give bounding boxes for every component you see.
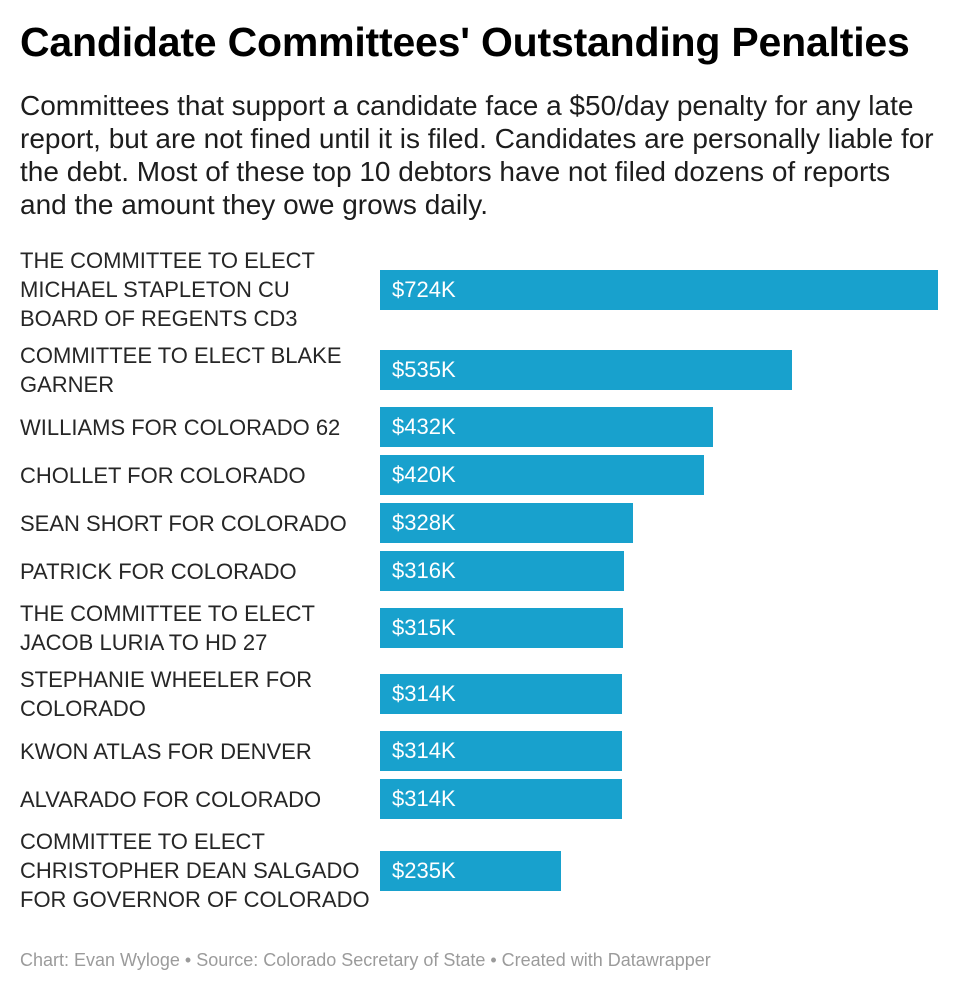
chart-row: THE COMMITTEE TO ELECT MICHAEL STAPLETON… [20,242,940,337]
chart-row: KWON ATLAS FOR DENVER $314K [20,727,940,775]
bar-value-label: $724K [392,276,456,302]
committee-label: SEAN SHORT FOR COLORADO [20,510,347,536]
bar-chart: THE COMMITTEE TO ELECT MICHAEL STAPLETON… [20,242,940,918]
bar[interactable]: $315K [380,608,623,649]
bar[interactable]: $535K [380,350,792,391]
chart-row: WILLIAMS FOR COLORADO 62 $432K [20,403,940,451]
bar-track: $314K [380,731,940,772]
chart-row: COMMITTEE TO ELECT CHRISTOPHER DEAN SALG… [20,823,940,918]
chart-description: Committees that support a candidate face… [20,90,934,221]
committee-label: COMMITTEE TO ELECT BLAKE GARNER [20,343,342,398]
bar-track: $432K [380,407,940,448]
committee-label: THE COMMITTEE TO ELECT MICHAEL STAPLETON… [20,248,315,332]
bar-track: $314K [380,674,940,715]
bar[interactable]: $724K [380,269,938,310]
bar-value-label: $535K [392,357,456,383]
chart-row: COMMITTEE TO ELECT BLAKE GARNER $535K [20,337,940,403]
committee-label: THE COMMITTEE TO ELECT JACOB LURIA TO HD… [20,601,315,656]
bar[interactable]: $328K [380,503,633,544]
committee-label: STEPHANIE WHEELER FOR COLORADO [20,667,313,722]
bar-track: $328K [380,503,940,544]
chart-row: ALVARADO FOR COLORADO $314K [20,775,940,823]
bar-value-label: $315K [392,615,456,641]
bar-value-label: $235K [392,857,456,883]
bar[interactable]: $316K [380,551,624,592]
bar[interactable]: $314K [380,731,622,772]
committee-label: PATRICK FOR COLORADO [20,558,297,584]
bar-value-label: $314K [392,738,456,764]
committee-label: COMMITTEE TO ELECT CHRISTOPHER DEAN SALG… [20,829,370,913]
chart-row: THE COMMITTEE TO ELECT JACOB LURIA TO HD… [20,595,940,661]
bar-value-label: $316K [392,558,456,584]
bar-track: $535K [380,350,940,391]
bar-value-label: $328K [392,510,456,536]
committee-label: CHOLLET FOR COLORADO [20,462,306,488]
bar-value-label: $314K [392,786,456,812]
chart-byline: Chart: Evan Wyloge • Source: Colorado Se… [20,950,711,971]
chart-title: Candidate Committees' Outstanding Penalt… [20,19,910,65]
committee-label: KWON ATLAS FOR DENVER [20,738,312,764]
bar[interactable]: $314K [380,779,622,820]
committee-label: ALVARADO FOR COLORADO [20,786,322,812]
bar[interactable]: $420K [380,455,704,496]
bar-value-label: $314K [392,681,456,707]
bar-track: $315K [380,608,940,649]
chart-row: SEAN SHORT FOR COLORADO $328K [20,499,940,547]
bar-track: $420K [380,455,940,496]
bar-track: $314K [380,779,940,820]
bar[interactable]: $432K [380,407,713,448]
bar[interactable]: $235K [380,850,561,891]
bar-value-label: $420K [392,462,456,488]
bar-value-label: $432K [392,414,456,440]
bar-track: $724K [380,269,940,310]
chart-row: CHOLLET FOR COLORADO $420K [20,451,940,499]
bar-track: $316K [380,551,940,592]
bar[interactable]: $314K [380,674,622,715]
committee-label: WILLIAMS FOR COLORADO 62 [20,414,341,440]
bar-track: $235K [380,850,940,891]
chart-row: PATRICK FOR COLORADO $316K [20,547,940,595]
chart-row: STEPHANIE WHEELER FOR COLORADO $314K [20,661,940,727]
